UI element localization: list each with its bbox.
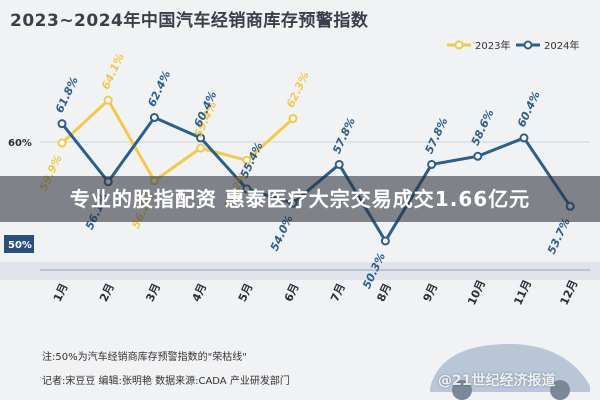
- legend-label: 2023年: [475, 39, 510, 52]
- data-point: [57, 119, 67, 129]
- x-tick-label: 6月: [282, 281, 302, 303]
- series-line: [60, 98, 295, 183]
- x-tick-label: 5月: [236, 281, 256, 303]
- data-point: [380, 236, 390, 246]
- data-label: 57.8%: [423, 116, 451, 156]
- data-label: 61.8%: [53, 75, 81, 115]
- data-point: [57, 138, 67, 148]
- y-tick-label: 60%: [8, 138, 32, 149]
- data-point: [473, 151, 483, 161]
- data-point: [427, 159, 437, 169]
- x-tick-label: 2月: [97, 281, 117, 303]
- data-point: [288, 114, 298, 124]
- overlay-banner: 专业的股指配资 惠泰医疗大宗交易成交1.66亿元: [0, 176, 600, 222]
- data-label: 60.4%: [515, 89, 543, 129]
- chart-credit: 记者:宋豆豆 编辑:张明艳 数据来源:CADA 产业研发部门: [42, 376, 290, 387]
- car-icon: [430, 344, 590, 400]
- data-point: [334, 159, 344, 169]
- x-tick-label: 7月: [328, 281, 348, 303]
- data-label: 62.3%: [284, 70, 312, 110]
- watermark-text: @21世纪经济报道: [438, 373, 556, 389]
- y-tick-label: 50%: [8, 240, 32, 251]
- data-point: [149, 113, 159, 123]
- band-50: [0, 262, 600, 280]
- x-tick-label: 1月: [51, 281, 71, 303]
- legend-marker: [523, 40, 533, 50]
- x-tick-label: 10月: [465, 278, 488, 307]
- chart-note: 注:50%为汽车经销商库存预警指数的"荣枯线": [42, 352, 247, 363]
- data-label: 57.8%: [330, 116, 358, 156]
- data-point: [242, 155, 252, 165]
- data-point: [196, 143, 206, 153]
- x-tick-label: 8月: [374, 281, 394, 303]
- ytick-badge: [4, 235, 34, 253]
- x-tick-label: 9月: [421, 281, 441, 303]
- data-point: [196, 133, 206, 143]
- x-tick-label: 4月: [190, 281, 210, 303]
- data-point: [103, 95, 113, 105]
- legend-label: 2024年: [544, 39, 579, 52]
- data-label: 64.1%: [99, 51, 127, 91]
- legend-marker: [454, 40, 464, 50]
- legend: 2023年 2024年: [447, 39, 579, 52]
- x-tick-label: 3月: [143, 281, 163, 303]
- data-point: [519, 133, 529, 143]
- x-tick-label: 11月: [511, 278, 534, 307]
- chart-title: 2023~2024年中国汽车经销商库存预警指数: [10, 11, 369, 31]
- x-tick-label: 12月: [558, 278, 581, 307]
- data-label: 53.7%: [545, 216, 573, 256]
- data-label: 62.4%: [145, 69, 173, 109]
